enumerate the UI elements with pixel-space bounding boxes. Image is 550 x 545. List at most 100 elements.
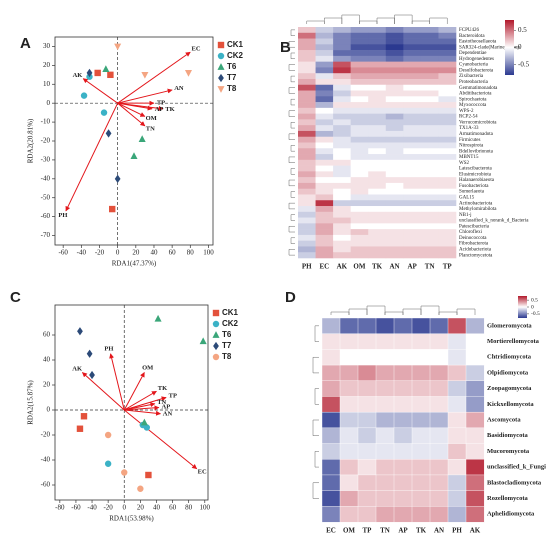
heat-cell	[465, 317, 485, 335]
x-tick-label: 20	[137, 504, 145, 512]
heat-cell	[385, 38, 404, 45]
heat-cell	[315, 182, 334, 189]
heat-cell	[403, 61, 422, 68]
heat-cell	[438, 206, 457, 213]
row-label: RCP2-54	[459, 115, 478, 120]
row-label: Chtridiomycota	[487, 354, 532, 361]
row-label: Firmicutes	[459, 138, 480, 143]
row-label: Bdellovibrionota	[459, 149, 494, 154]
heat-cell	[350, 50, 369, 57]
heat-cell	[393, 349, 413, 366]
heat-cell	[368, 229, 387, 236]
heat-cell	[333, 125, 351, 132]
heat-cell	[350, 73, 369, 80]
arrow-label: AN	[163, 411, 173, 418]
arrow-label: AN	[174, 85, 184, 92]
heat-cell	[368, 148, 387, 155]
heat-cell	[298, 107, 316, 114]
heat-cell	[385, 217, 404, 224]
heat-cell	[385, 200, 404, 207]
heat-cell	[403, 154, 422, 161]
dendrogram-branch	[288, 249, 295, 256]
heat-cell	[315, 252, 334, 259]
heat-cell	[333, 90, 351, 97]
column-label: TN	[425, 263, 435, 271]
heat-cell	[403, 102, 422, 109]
heat-cell	[315, 223, 334, 230]
heat-cell	[315, 148, 334, 155]
row-label: Olpidiomycota	[487, 369, 529, 376]
heat-cell	[357, 443, 377, 460]
heat-cell	[339, 396, 359, 413]
heat-cell	[403, 78, 422, 86]
heat-cell	[333, 32, 351, 39]
dendrogram-branch	[411, 20, 430, 24]
heat-cell	[447, 411, 467, 429]
heat-cell	[350, 119, 369, 126]
heat-cell	[368, 240, 387, 247]
arrow	[117, 102, 146, 117]
column-label: OM	[343, 527, 355, 535]
heat-cell	[420, 130, 439, 138]
heat-cell	[403, 119, 422, 126]
heat-cell	[411, 490, 431, 507]
heat-cell	[385, 96, 404, 103]
heat-cell	[333, 229, 351, 236]
heat-cell	[368, 200, 387, 207]
dendrogram	[288, 14, 448, 256]
legend-marker	[212, 309, 220, 317]
heat-cell	[339, 506, 359, 523]
x-tick-label: 100	[200, 504, 211, 512]
heat-cell	[350, 188, 369, 195]
legend-label: CK1	[227, 40, 244, 49]
row-label: Latescibacterota	[459, 167, 493, 172]
dendrogram-branch	[314, 388, 319, 405]
x-tick-label: 40	[150, 249, 158, 257]
dendrogram-branch	[290, 168, 295, 175]
heat-cell	[321, 317, 341, 335]
heat-cell	[315, 55, 334, 62]
heat-cell	[465, 459, 485, 476]
heat-cell	[350, 102, 369, 109]
dendrogram-branch	[394, 14, 413, 24]
heat-cell	[315, 130, 334, 138]
heat-cell	[375, 396, 395, 413]
heat-cell	[368, 130, 387, 138]
legend-marker	[212, 353, 220, 361]
heat-cell	[333, 119, 351, 126]
heat-cell	[315, 119, 334, 126]
y-tick-label: -40	[41, 174, 51, 182]
heat-cell	[333, 165, 351, 172]
heat-cell	[393, 459, 413, 476]
arrow-label: OM	[146, 115, 157, 122]
heat-cell	[375, 506, 395, 523]
dendrogram-branch	[438, 311, 458, 315]
panel-label: D	[285, 289, 296, 306]
heat-cell	[339, 333, 359, 350]
heat-cell	[420, 171, 439, 178]
heat-cell	[350, 130, 369, 138]
heat-cell	[447, 349, 467, 366]
heat-cell	[465, 333, 485, 350]
heat-cell	[321, 490, 341, 507]
row-label: Halanaerobiaeota	[459, 178, 495, 183]
heat-cell	[350, 211, 369, 218]
heat-cell	[403, 130, 422, 138]
panel-label: C	[10, 289, 21, 306]
heat-cell	[403, 229, 422, 236]
heat-cell	[298, 61, 316, 68]
heat-cell	[420, 113, 439, 120]
dendrogram-branch	[402, 308, 422, 315]
dendrogram-branch	[348, 308, 368, 315]
row-label: Fusobacteriota	[459, 184, 489, 189]
heat-cell	[465, 427, 485, 445]
heat-cell	[385, 171, 404, 178]
heat-cell	[333, 130, 351, 138]
point	[140, 418, 148, 426]
heat-cell	[420, 90, 439, 97]
arrow-label: PH	[58, 212, 67, 219]
point	[109, 205, 116, 213]
row-label: Zoopagomycota	[487, 385, 532, 392]
heat-cell	[403, 44, 422, 51]
y-tick-label: 20	[43, 61, 51, 69]
